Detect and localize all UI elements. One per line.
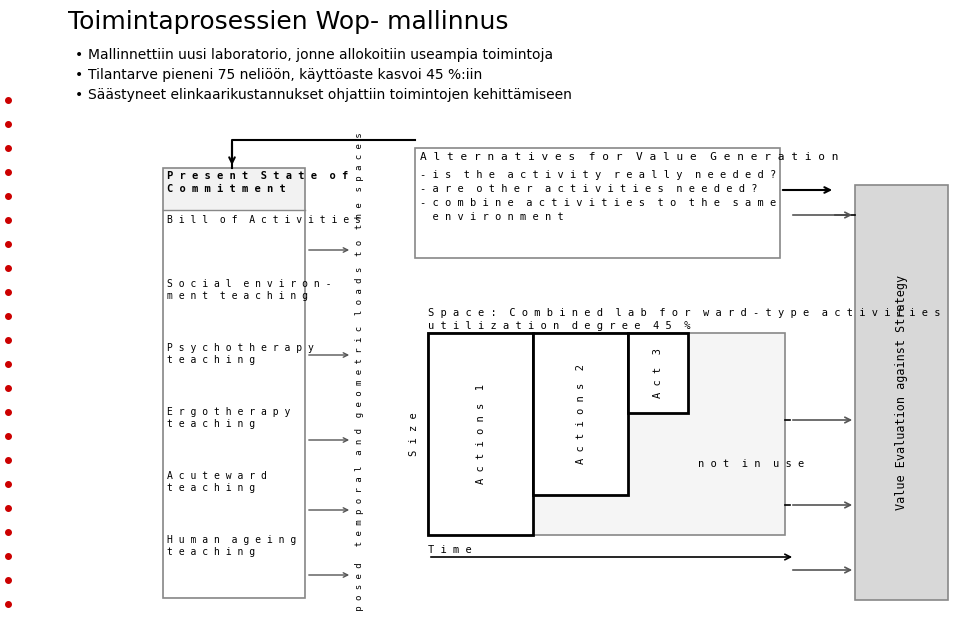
Text: P r e s e n t  S t a t e  o f
C o m m i t m e n t: P r e s e n t S t a t e o f C o m m i t … (167, 171, 348, 194)
Text: B i l l  o f  A c t i v i t i e s: B i l l o f A c t i v i t i e s (167, 215, 361, 225)
Text: Toimintaprosessien Wop- mallinnus: Toimintaprosessien Wop- mallinnus (68, 10, 509, 34)
Bar (164, 211, 304, 597)
Bar (415, 148, 780, 258)
Text: n o t  i n  u s e: n o t i n u s e (698, 459, 804, 469)
Bar (533, 333, 628, 495)
Text: Value Evaluation against Strategy: Value Evaluation against Strategy (895, 275, 908, 510)
Text: •: • (75, 68, 84, 82)
Bar (428, 333, 533, 535)
Text: A c u t e w a r d
t e a c h i n g: A c u t e w a r d t e a c h i n g (167, 471, 267, 494)
Text: Tilantarve pieneni 75 neliöön, käyttöaste kasvoi 45 %:iin: Tilantarve pieneni 75 neliöön, käyttöast… (88, 68, 482, 82)
Text: P s y c h o t h e r a p y
t e a c h i n g: P s y c h o t h e r a p y t e a c h i n … (167, 343, 314, 365)
Text: S p a c e :  C o m b i n e d  l a b  f o r  w a r d - t y p e  a c t i v i t i e: S p a c e : C o m b i n e d l a b f o r … (428, 308, 941, 331)
Text: - c o m b i n e  a c t i v i t i e s  t o  t h e  s a m e: - c o m b i n e a c t i v i t i e s t o … (420, 198, 777, 208)
Text: H u m a n  a g e i n g
t e a c h i n g: H u m a n a g e i n g t e a c h i n g (167, 535, 297, 557)
Text: e n v i r o n m e n t: e n v i r o n m e n t (420, 212, 564, 222)
Bar (855, 185, 948, 600)
Text: Säästyneet elinkaarikustannukset ohjattiin toimintojen kehittämiseen: Säästyneet elinkaarikustannukset ohjatti… (88, 88, 572, 102)
Text: A c t  3: A c t 3 (653, 348, 663, 398)
Bar (628, 333, 688, 413)
Text: - i s  t h e  a c t i v i t y  r e a l l y  n e e d e d ?: - i s t h e a c t i v i t y r e a l l y … (420, 170, 777, 180)
Text: A l t e r n a t i v e s  f o r  V a l u e  G e n e r a t i o n: A l t e r n a t i v e s f o r V a l u e … (420, 152, 838, 162)
Text: S o c i a l  e n v i r o n -
m e n t  t e a c h i n g: S o c i a l e n v i r o n - m e n t t e … (167, 279, 331, 301)
Text: •: • (75, 48, 84, 62)
Text: P r o p o s e d   t e m p o r a l  a n d  g e o m e t r i c  l o a d s  t o  t h: P r o p o s e d t e m p o r a l a n d g … (355, 133, 365, 617)
Text: Mallinnettiin uusi laboratorio, jonne allokoitiin useampia toimintoja: Mallinnettiin uusi laboratorio, jonne al… (88, 48, 553, 62)
Bar (428, 333, 785, 535)
Text: E r g o t h e r a p y
t e a c h i n g: E r g o t h e r a p y t e a c h i n g (167, 407, 290, 429)
Text: S i z e: S i z e (409, 412, 419, 456)
Text: •: • (75, 88, 84, 102)
Bar (163, 168, 305, 598)
Text: - a r e  o t h e r  a c t i v i t i e s  n e e d e d ?: - a r e o t h e r a c t i v i t i e s n … (420, 184, 757, 194)
Text: A c t i o n s  1: A c t i o n s 1 (475, 384, 486, 484)
Text: T i m e: T i m e (428, 545, 471, 555)
Text: A c t i o n s  2: A c t i o n s 2 (575, 364, 586, 464)
